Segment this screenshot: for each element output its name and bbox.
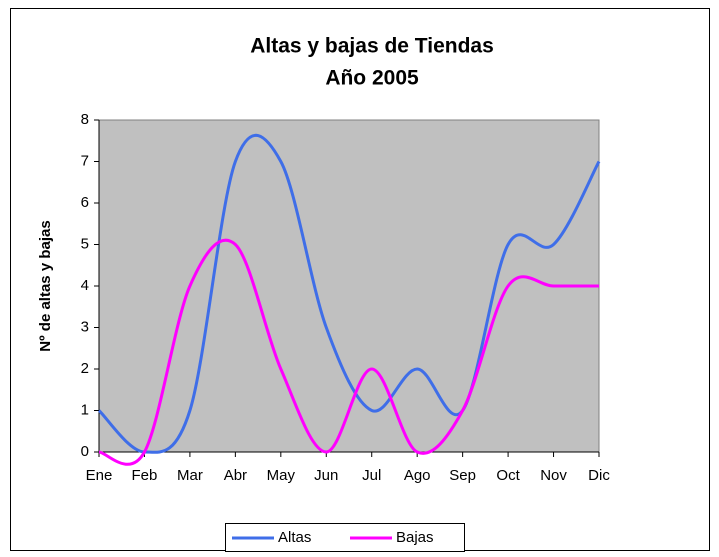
x-tick-label: Dic (588, 467, 610, 484)
y-tick-label: 6 (81, 194, 89, 211)
y-tick-label: 0 (81, 443, 89, 460)
legend-label: Bajas (396, 529, 434, 546)
x-tick-label: Ago (404, 467, 431, 484)
line-series (97, 134, 601, 454)
x-tick-label: May (267, 467, 296, 484)
y-tick-label: 5 (81, 235, 89, 252)
x-tick-label: Ene (86, 467, 113, 484)
legend-label: Altas (278, 529, 311, 546)
y-tick-label: 2 (81, 360, 89, 377)
x-tick-label: Sep (449, 467, 476, 484)
x-tick-label: Feb (132, 467, 158, 484)
y-tick-label: 8 (81, 111, 89, 128)
x-tick-label: Nov (540, 467, 567, 484)
y-tick-label: 1 (81, 401, 89, 418)
chart-subtitle: Año 2005 (325, 67, 419, 90)
x-tick-label: Abr (224, 467, 247, 484)
y-tick-label: 7 (81, 152, 89, 169)
y-tick-label: 4 (81, 277, 89, 294)
y-tick-label: 3 (81, 318, 89, 335)
x-tick-label: Mar (177, 467, 203, 484)
x-tick-label: Jul (362, 467, 381, 484)
plot-area (98, 119, 600, 453)
x-tick-label: Oct (496, 467, 520, 484)
chart-title: Altas y bajas de Tiendas (250, 35, 494, 58)
y-axis-label: Nº de altas y bajas (37, 220, 54, 351)
line-series (98, 238, 599, 466)
x-tick-label: Jun (314, 467, 338, 484)
